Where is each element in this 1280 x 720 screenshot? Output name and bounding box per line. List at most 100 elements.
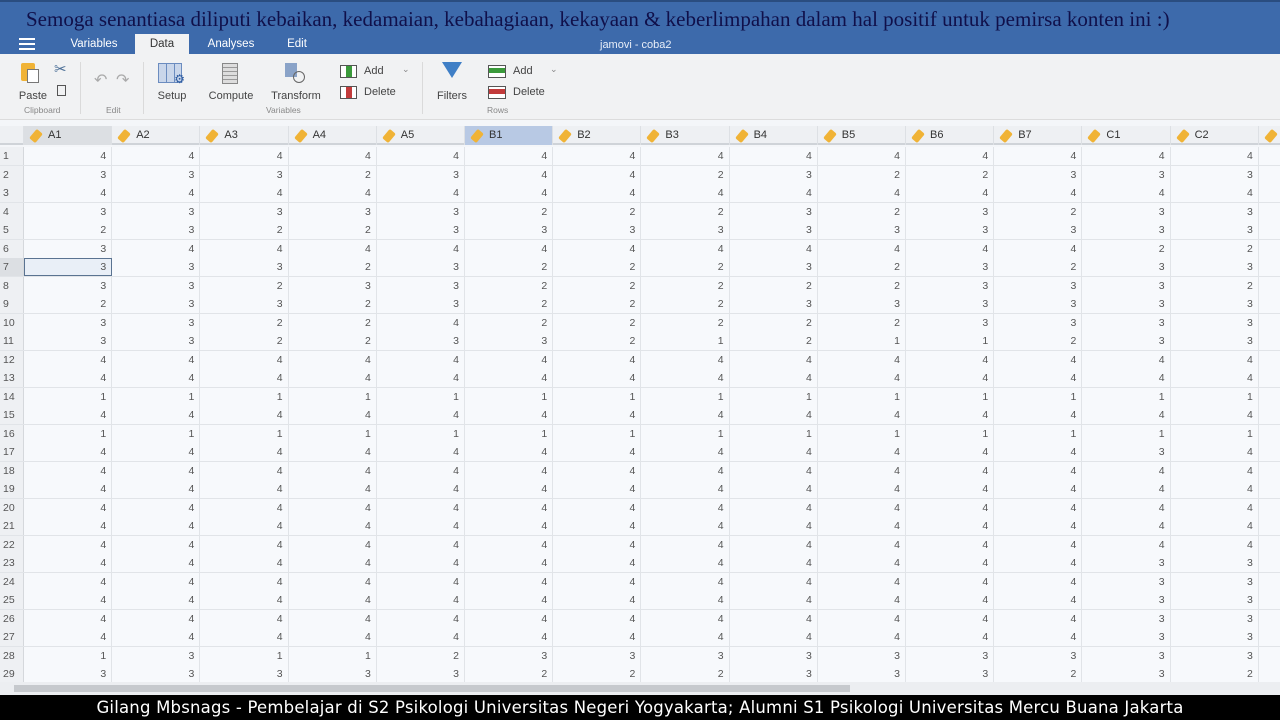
cell-empty[interactable] <box>1258 369 1280 387</box>
cell-c2[interactable]: 4 <box>1170 184 1259 202</box>
cell-c1[interactable]: 3 <box>1082 295 1171 313</box>
cell-c2[interactable]: 4 <box>1170 350 1259 369</box>
cell-c1[interactable]: 4 <box>1082 480 1171 498</box>
cell-a2[interactable]: 4 <box>112 609 201 628</box>
cell-b3[interactable]: 2 <box>641 295 730 313</box>
cell-b3[interactable]: 4 <box>641 239 730 258</box>
cell-b5[interactable]: 4 <box>817 554 906 572</box>
cell-b4[interactable]: 4 <box>729 480 818 498</box>
cell-b3[interactable]: 1 <box>641 387 730 406</box>
row-number[interactable]: 15 <box>0 406 24 424</box>
cell-a3[interactable]: 3 <box>200 202 289 221</box>
cell-b4[interactable]: 4 <box>729 554 818 572</box>
cell-b3[interactable]: 4 <box>641 350 730 369</box>
cell-a1[interactable]: 4 <box>24 369 113 387</box>
cell-b5[interactable]: 4 <box>817 461 906 480</box>
row-number[interactable]: 14 <box>0 387 24 406</box>
cell-a3[interactable]: 1 <box>200 387 289 406</box>
cell-c2[interactable]: 4 <box>1170 461 1259 480</box>
cell-a5[interactable]: 4 <box>376 498 465 517</box>
row-number[interactable]: 7 <box>0 258 24 276</box>
row-number[interactable]: 26 <box>0 609 24 628</box>
cell-a5[interactable]: 4 <box>376 535 465 554</box>
cell-c2[interactable]: 2 <box>1170 665 1259 683</box>
cell-b6[interactable]: 4 <box>906 406 995 424</box>
cell-a4[interactable]: 4 <box>288 369 377 387</box>
add-variable-button[interactable]: Add <box>364 65 384 77</box>
cell-b7[interactable]: 4 <box>994 350 1083 369</box>
cell-b2[interactable]: 4 <box>553 406 642 424</box>
cell-c2[interactable]: 3 <box>1170 332 1259 350</box>
cell-b3[interactable]: 3 <box>641 221 730 239</box>
cell-a3[interactable]: 4 <box>200 591 289 609</box>
cell-b4[interactable]: 4 <box>729 406 818 424</box>
cell-b1[interactable]: 2 <box>465 295 554 313</box>
cell-b5[interactable]: 2 <box>817 202 906 221</box>
cell-b6[interactable]: 4 <box>906 535 995 554</box>
cell-b1[interactable]: 2 <box>465 276 554 295</box>
cell-b5[interactable]: 3 <box>817 221 906 239</box>
cell-a1[interactable]: 4 <box>24 628 113 646</box>
cell-b5[interactable]: 4 <box>817 480 906 498</box>
cell-b1[interactable]: 4 <box>465 165 554 184</box>
cell-c1[interactable]: 3 <box>1082 332 1171 350</box>
cell-empty[interactable] <box>1258 406 1280 424</box>
cell-a1[interactable]: 3 <box>24 313 113 332</box>
cell-b5[interactable]: 2 <box>817 313 906 332</box>
column-header-c2[interactable]: C2 <box>1171 126 1259 145</box>
cell-b4[interactable]: 4 <box>729 369 818 387</box>
cell-b1[interactable]: 2 <box>465 313 554 332</box>
cell-c2[interactable]: 4 <box>1170 517 1259 535</box>
cell-a1[interactable]: 3 <box>24 332 113 350</box>
cell-b1[interactable]: 4 <box>465 591 554 609</box>
cell-a3[interactable]: 1 <box>200 424 289 443</box>
cell-a3[interactable]: 2 <box>200 332 289 350</box>
cell-a1[interactable]: 4 <box>24 572 113 591</box>
cell-b7[interactable]: 4 <box>994 628 1083 646</box>
cell-b5[interactable]: 2 <box>817 258 906 276</box>
cell-b4[interactable]: 1 <box>729 424 818 443</box>
cell-b6[interactable]: 3 <box>906 313 995 332</box>
cut-icon[interactable]: ✂ <box>54 61 67 78</box>
cell-a5[interactable]: 4 <box>376 147 465 165</box>
cell-a1[interactable]: 4 <box>24 350 113 369</box>
cell-a1[interactable]: 3 <box>24 276 113 295</box>
cell-c1[interactable]: 4 <box>1082 184 1171 202</box>
cell-b1[interactable]: 4 <box>465 443 554 461</box>
cell-b4[interactable]: 4 <box>729 498 818 517</box>
cell-a1[interactable]: 4 <box>24 406 113 424</box>
hamburger-menu-icon[interactable] <box>19 38 35 50</box>
cell-b4[interactable]: 4 <box>729 350 818 369</box>
cell-a4[interactable]: 4 <box>288 628 377 646</box>
cell-b7[interactable]: 4 <box>994 591 1083 609</box>
cell-b3[interactable]: 2 <box>641 165 730 184</box>
cell-b4[interactable]: 4 <box>729 239 818 258</box>
cell-b7[interactable]: 4 <box>994 184 1083 202</box>
cell-empty[interactable] <box>1258 295 1280 313</box>
cell-a4[interactable]: 4 <box>288 517 377 535</box>
cell-a2[interactable]: 4 <box>112 628 201 646</box>
cell-a2[interactable]: 3 <box>112 221 201 239</box>
row-number[interactable]: 12 <box>0 350 24 369</box>
cell-a3[interactable]: 4 <box>200 628 289 646</box>
cell-a4[interactable]: 4 <box>288 350 377 369</box>
cell-b7[interactable]: 3 <box>994 165 1083 184</box>
cell-b5[interactable]: 4 <box>817 591 906 609</box>
cell-b7[interactable]: 4 <box>994 147 1083 165</box>
paste-button[interactable]: Paste <box>18 90 48 102</box>
cell-a5[interactable]: 4 <box>376 461 465 480</box>
cell-a2[interactable]: 4 <box>112 591 201 609</box>
cell-empty[interactable] <box>1258 165 1280 184</box>
cell-b1[interactable]: 4 <box>465 498 554 517</box>
cell-b6[interactable]: 4 <box>906 239 995 258</box>
cell-empty[interactable] <box>1258 609 1280 628</box>
cell-c2[interactable]: 3 <box>1170 202 1259 221</box>
cell-a1[interactable]: 4 <box>24 535 113 554</box>
cell-a2[interactable]: 4 <box>112 443 201 461</box>
cell-b4[interactable]: 2 <box>729 313 818 332</box>
cell-b1[interactable]: 4 <box>465 350 554 369</box>
row-number[interactable]: 21 <box>0 517 24 535</box>
cell-a4[interactable]: 1 <box>288 387 377 406</box>
cell-b2[interactable]: 4 <box>553 147 642 165</box>
cell-a4[interactable]: 4 <box>288 480 377 498</box>
